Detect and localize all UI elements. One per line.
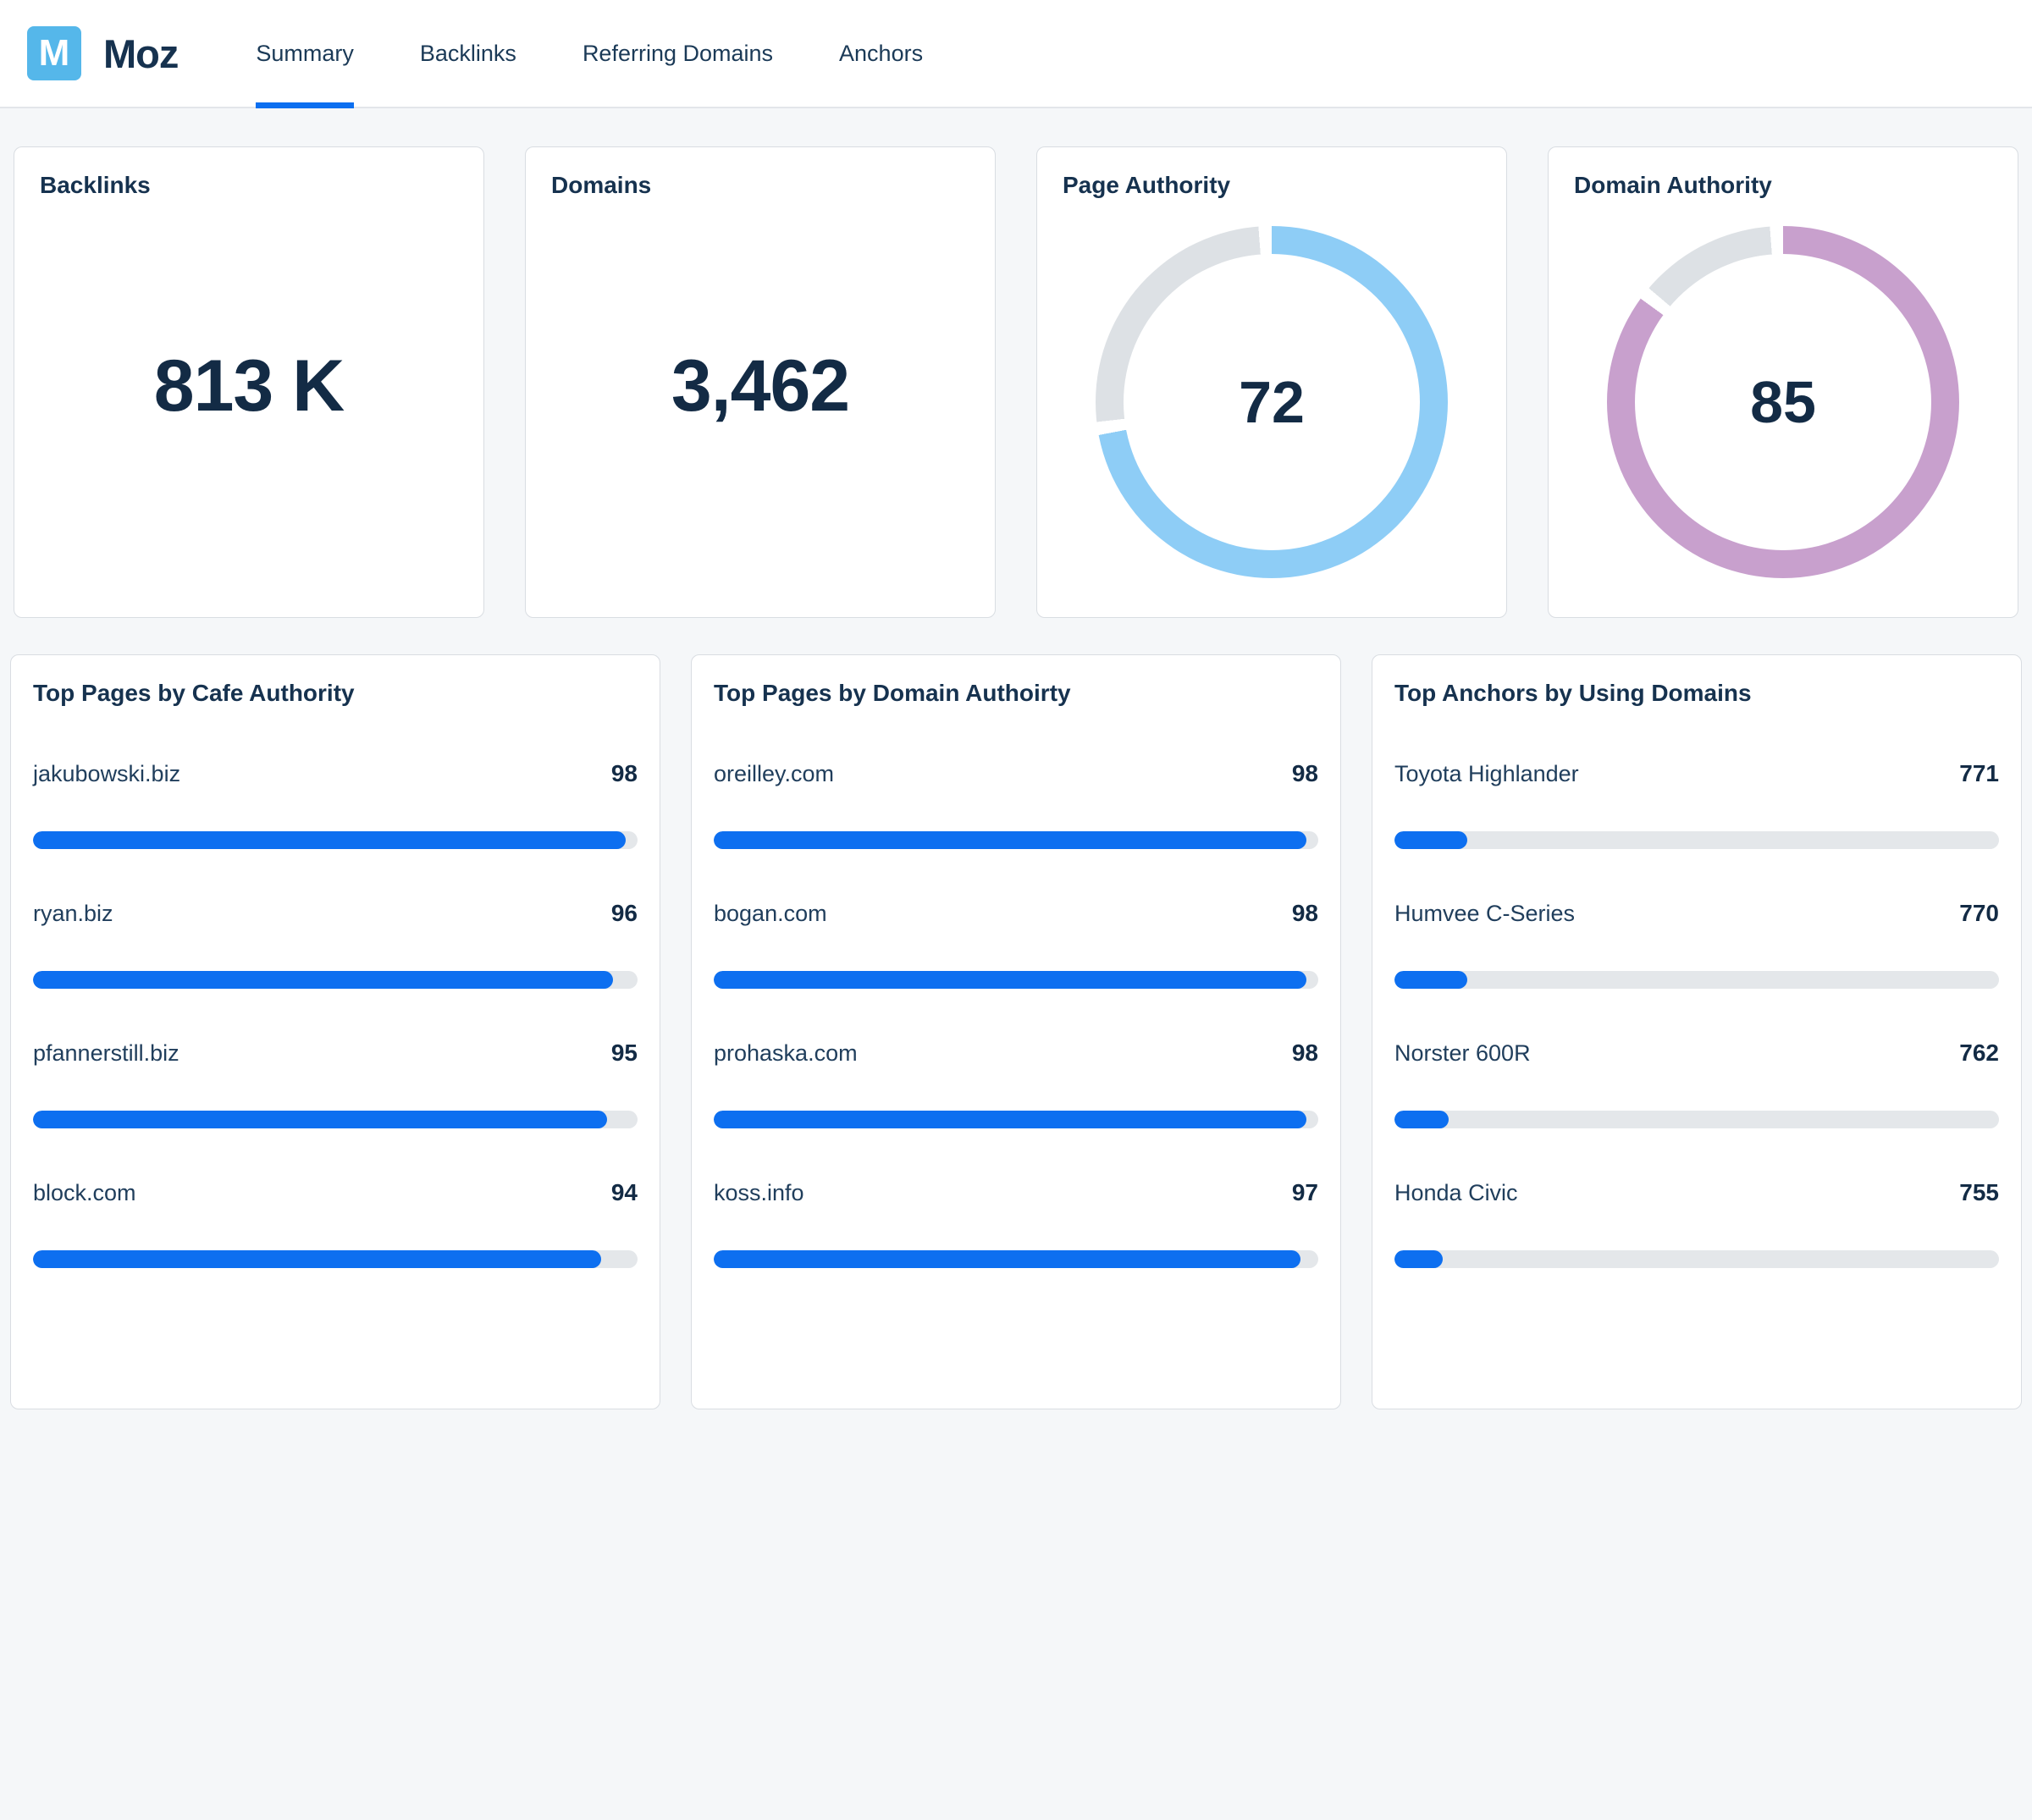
using-domains-count: 762 — [1959, 1040, 1999, 1066]
using-domains-count: 755 — [1959, 1179, 1999, 1205]
page-domain-label: block.com — [33, 1180, 136, 1205]
authority-score: 96 — [610, 900, 638, 926]
authority-score: 97 — [1291, 1179, 1318, 1205]
tab-anchors-label: Anchors — [839, 40, 924, 66]
page-domain-label: jakubowski.biz — [33, 761, 181, 786]
active-tab-indicator — [256, 102, 354, 108]
authority-score: 98 — [610, 760, 638, 786]
moz-logo-letter: M — [38, 32, 70, 74]
tab-referring-domains-label: Referring Domains — [582, 40, 774, 66]
anchor-label: Humvee C-Series — [1394, 901, 1576, 926]
anchor-label: Norster 600R — [1394, 1040, 1531, 1066]
progress-bar-fill — [33, 1250, 602, 1268]
stat-card-backlinks: Backlinks 813 K — [14, 146, 484, 618]
backlinks-count: 813 K — [153, 345, 345, 427]
tab-backlinks-label: Backlinks — [419, 40, 516, 66]
card-top-pages-domain-authority-title: Top Pages by Domain Authoirty — [714, 680, 1071, 706]
page-domain-label: bogan.com — [714, 901, 827, 926]
using-domains-count: 770 — [1959, 900, 1999, 926]
main-nav: Summary Backlinks Referring Domains Anch… — [256, 0, 923, 108]
page-domain-label: prohaska.com — [714, 1040, 858, 1066]
stat-card-backlinks-title: Backlinks — [40, 172, 151, 198]
domains-count: 3,462 — [671, 345, 850, 427]
list-item: oreilley.com 98 — [714, 760, 1318, 849]
list-item: Norster 600R 762 — [1394, 1040, 1999, 1128]
progress-bar — [1394, 1250, 1999, 1268]
stat-card-domain-authority-title: Domain Authority — [1574, 172, 1772, 198]
card-top-pages-cafe-authority: Top Pages by Cafe Authority jakubowski.b… — [10, 654, 660, 1409]
authority-score: 98 — [1291, 900, 1318, 926]
progress-bar — [714, 1111, 1318, 1128]
card-top-anchors-using-domains: Top Anchors by Using Domains Toyota High… — [1372, 654, 2022, 1409]
authority-score: 98 — [1291, 760, 1318, 786]
authority-score: 98 — [1291, 1040, 1318, 1066]
progress-bar-fill — [714, 1250, 1300, 1268]
tab-anchors[interactable]: Anchors — [839, 0, 923, 107]
app-header: M Moz Summary Backlinks Referring Domain… — [0, 0, 2032, 108]
progress-bar — [33, 1111, 638, 1128]
page-authority-value: 72 — [1239, 368, 1305, 435]
stat-card-domains: Domains 3,462 — [525, 146, 996, 618]
progress-bar — [33, 831, 638, 849]
list-item: pfannerstill.biz 95 — [33, 1040, 638, 1128]
list-item: ryan.biz 96 — [33, 900, 638, 989]
progress-bar-fill — [1394, 971, 1467, 989]
authority-score: 94 — [610, 1179, 638, 1205]
page-authority-donut-chart: 72 — [1096, 225, 1448, 578]
progress-bar-fill — [1394, 1111, 1449, 1128]
tab-summary-label: Summary — [256, 40, 354, 66]
page-domain-label: ryan.biz — [33, 901, 113, 926]
anchor-label: Honda Civic — [1394, 1180, 1518, 1205]
stat-card-page-authority: Page Authority 72 — [1036, 146, 1507, 618]
page-domain-label: koss.info — [714, 1180, 804, 1205]
list-item: Honda Civic 755 — [1394, 1179, 1999, 1268]
progress-bar-fill — [33, 971, 614, 989]
domain-authority-donut-chart: 85 — [1607, 225, 1959, 578]
list-item: prohaska.com 98 — [714, 1040, 1318, 1128]
tab-backlinks[interactable]: Backlinks — [420, 0, 516, 107]
progress-bar-fill — [714, 831, 1306, 849]
progress-bar — [1394, 971, 1999, 989]
authority-score: 95 — [610, 1040, 638, 1066]
progress-bar — [1394, 831, 1999, 849]
brand-name: Moz — [103, 30, 179, 76]
progress-bar — [714, 831, 1318, 849]
page-domain-label: pfannerstill.biz — [33, 1040, 179, 1066]
progress-bar — [1394, 1111, 1999, 1128]
domain-authority-value: 85 — [1750, 368, 1816, 435]
progress-bar-fill — [1394, 1250, 1444, 1268]
list-item: Toyota Highlander 771 — [1394, 760, 1999, 849]
progress-bar — [714, 971, 1318, 989]
list-item: block.com 94 — [33, 1179, 638, 1268]
stat-card-domains-title: Domains — [551, 172, 652, 198]
list-item: Humvee C-Series 770 — [1394, 900, 1999, 989]
list-item: bogan.com 98 — [714, 900, 1318, 989]
stat-card-domain-authority: Domain Authority 85 — [1548, 146, 2018, 618]
progress-bar-fill — [33, 1111, 608, 1128]
progress-bar-fill — [714, 1111, 1306, 1128]
progress-bar — [33, 971, 638, 989]
list-item: jakubowski.biz 98 — [33, 760, 638, 849]
tab-summary[interactable]: Summary — [256, 0, 354, 108]
lists-grid: Top Pages by Cafe Authority jakubowski.b… — [0, 654, 2032, 1409]
progress-bar-fill — [1394, 831, 1467, 849]
card-top-pages-cafe-authority-title: Top Pages by Cafe Authority — [33, 680, 355, 706]
progress-bar — [33, 1250, 638, 1268]
moz-logo[interactable]: M Moz — [27, 0, 179, 107]
tab-referring-domains[interactable]: Referring Domains — [583, 0, 773, 107]
progress-bar-fill — [714, 971, 1306, 989]
stats-grid: Backlinks 813 K Domains 3,462 Page Autho… — [0, 146, 2032, 618]
moz-logo-icon: M — [27, 26, 81, 80]
using-domains-count: 771 — [1959, 760, 1999, 786]
progress-bar — [714, 1250, 1318, 1268]
page-domain-label: oreilley.com — [714, 761, 835, 786]
progress-bar-fill — [33, 831, 626, 849]
stat-card-page-authority-title: Page Authority — [1063, 172, 1231, 198]
card-top-anchors-using-domains-title: Top Anchors by Using Domains — [1394, 680, 1752, 706]
list-item: koss.info 97 — [714, 1179, 1318, 1268]
anchor-label: Toyota Highlander — [1394, 761, 1579, 786]
card-top-pages-domain-authority: Top Pages by Domain Authoirty oreilley.c… — [691, 654, 1341, 1409]
